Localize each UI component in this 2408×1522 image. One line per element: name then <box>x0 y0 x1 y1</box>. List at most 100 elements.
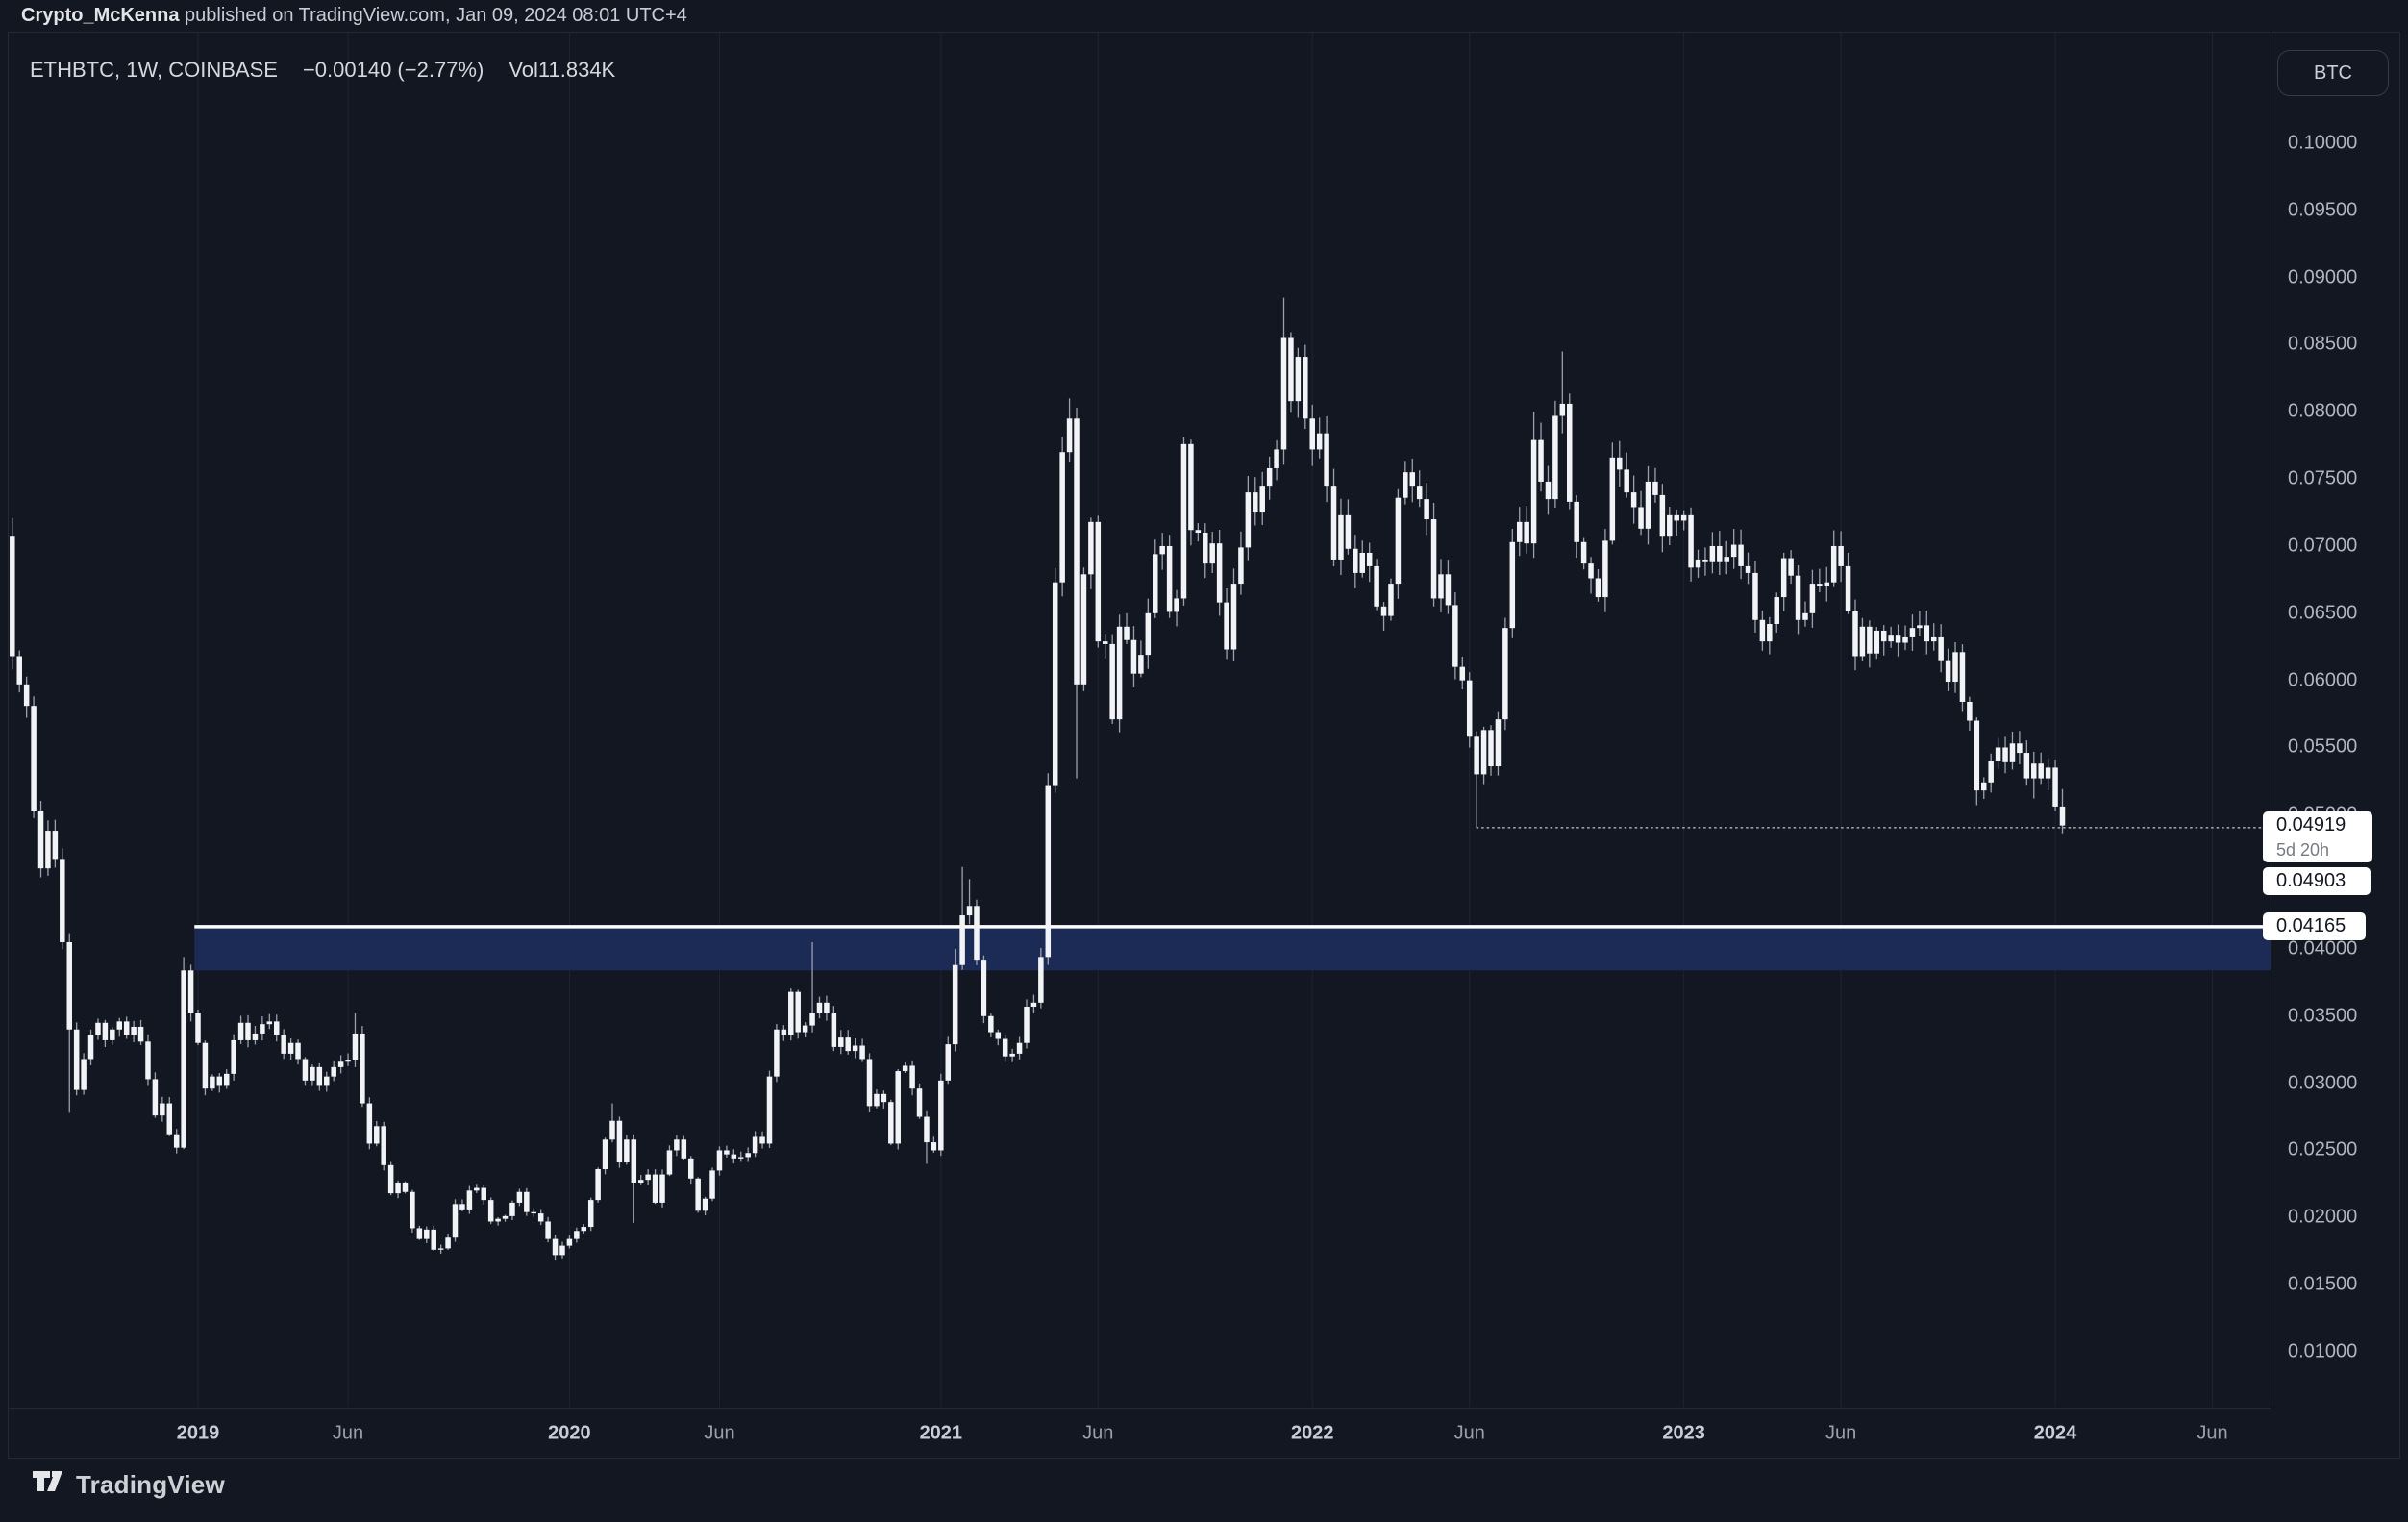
candle <box>838 1030 844 1055</box>
candle-body <box>1852 611 1858 657</box>
candle <box>131 1020 137 1042</box>
price-axis[interactable]: BTC 0.10000 0.09500 0.09000 0.08500 0.08000 0… <box>2271 33 2408 1407</box>
candle-body <box>531 1211 537 1214</box>
candle <box>895 1068 901 1150</box>
candle <box>1902 625 1908 651</box>
tag-price-value: 0.04165 <box>2276 915 2346 936</box>
candle-body <box>237 1022 244 1040</box>
candle <box>416 1225 423 1240</box>
candle-body <box>1438 574 1444 599</box>
price-change: −0.00140 (−2.77%) <box>302 58 484 82</box>
candle <box>974 899 980 965</box>
candle <box>281 1029 286 1060</box>
candle <box>1216 530 1223 616</box>
candle-body <box>145 1041 151 1080</box>
candlestick-chart[interactable] <box>9 33 2271 1407</box>
candle <box>2002 736 2008 774</box>
candle <box>1674 509 1679 536</box>
candle-body <box>110 1029 115 1040</box>
candle-body <box>1288 337 1294 402</box>
candle-body <box>845 1037 851 1052</box>
candle-body <box>360 1033 365 1104</box>
candle <box>1667 507 1673 545</box>
price-tick-label: 0.05500 <box>2288 736 2358 758</box>
candle <box>273 1014 280 1042</box>
candle-body <box>2031 763 2037 779</box>
candle-body <box>874 1093 880 1107</box>
candle-body <box>195 1012 201 1043</box>
candle <box>831 1006 837 1052</box>
candle-body <box>102 1022 109 1040</box>
time-axis[interactable]: 2019 Jun 2020 Jun 2021 Jun 2022 Jun 2023 Jun 2024 J… <box>9 1408 2271 1458</box>
candle <box>731 1149 737 1164</box>
candle-body <box>1602 540 1608 598</box>
candle-body <box>1667 514 1673 537</box>
candle <box>716 1146 723 1176</box>
candle <box>1309 404 1315 466</box>
candle-body <box>1545 481 1552 500</box>
candle-body <box>695 1178 701 1211</box>
price-tick-label: 0.01500 <box>2288 1273 2358 1295</box>
candle <box>981 955 987 1024</box>
candle-body <box>981 960 987 1016</box>
candle <box>237 1015 244 1044</box>
candle-body <box>631 1139 637 1183</box>
candle-body <box>281 1035 286 1054</box>
candle <box>524 1187 530 1216</box>
candle-body <box>1030 1002 1037 1008</box>
support-zone[interactable] <box>194 926 2271 971</box>
candle <box>988 1013 994 1037</box>
candle <box>1266 456 1273 500</box>
candle <box>652 1169 658 1205</box>
candle <box>2038 752 2044 785</box>
candle <box>888 1099 894 1146</box>
candle-body <box>1895 635 1901 643</box>
candle-body <box>616 1120 623 1163</box>
candle-body <box>1924 625 1930 642</box>
candle-body <box>1516 521 1523 542</box>
tradingview-watermark[interactable]: TradingView <box>32 1469 225 1500</box>
candle <box>852 1037 858 1059</box>
candle <box>1981 777 1987 799</box>
candle <box>1602 529 1608 612</box>
candle <box>1324 415 1329 503</box>
candle-body <box>852 1045 858 1052</box>
candle <box>495 1216 501 1226</box>
candle-body <box>1130 639 1137 674</box>
candle-body <box>166 1103 173 1135</box>
candle <box>395 1180 401 1199</box>
candle <box>1295 347 1302 418</box>
candle <box>345 1053 351 1066</box>
candle-body <box>637 1180 644 1183</box>
candle <box>424 1226 430 1243</box>
candle-body <box>1445 574 1452 606</box>
candle <box>1116 614 1123 733</box>
chart-plot[interactable] <box>9 33 2271 1407</box>
candle <box>1695 549 1701 578</box>
candle-body <box>1188 443 1194 531</box>
candle <box>1595 569 1601 602</box>
candle-body <box>1180 443 1187 599</box>
candle-body <box>838 1037 844 1047</box>
candle-body <box>809 1012 815 1026</box>
candle-body <box>1052 582 1058 786</box>
candle <box>1817 568 1823 592</box>
candle-body <box>487 1200 494 1222</box>
candle <box>1652 467 1658 503</box>
price-tick-label: 0.09000 <box>2288 266 2358 288</box>
candle <box>916 1083 923 1119</box>
candle-body <box>966 906 973 916</box>
candle <box>1388 578 1394 621</box>
candle-body <box>1845 565 1851 611</box>
candle-body <box>1938 636 1944 661</box>
price-tick-label: 0.02000 <box>2288 1206 2358 1228</box>
candle <box>1917 611 1923 636</box>
candle-body <box>1280 337 1287 450</box>
candle-body <box>395 1182 401 1194</box>
candle-body <box>509 1202 515 1216</box>
last-price-tag: 0.04919 5d 20h <box>2263 811 2372 862</box>
currency-unit-button[interactable]: BTC <box>2277 50 2389 96</box>
candle <box>531 1208 537 1217</box>
candle <box>1509 529 1516 638</box>
candle-body <box>1116 626 1123 720</box>
